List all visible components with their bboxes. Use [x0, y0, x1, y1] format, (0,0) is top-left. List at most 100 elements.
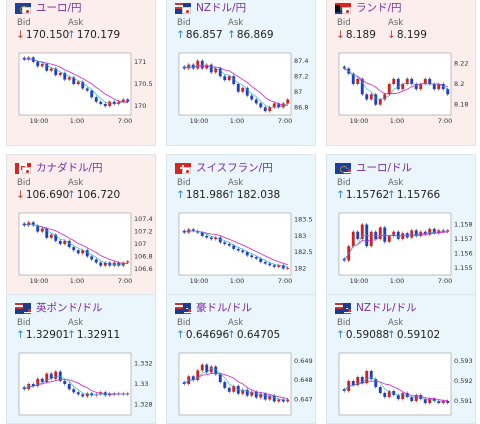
moving-average-short-line [344, 377, 448, 403]
candle-body [365, 371, 369, 383]
candle-body [272, 395, 276, 402]
chart-x-tick-label: 1:00 [70, 277, 85, 285]
pair-header[interactable]: ランド/円 [335, 1, 402, 15]
pair-name[interactable]: 豪ドル/ドル [196, 302, 253, 314]
bid-label: Bid [177, 18, 191, 28]
pair-header[interactable]: 豪ドル/ドル [175, 301, 252, 315]
candle-body [76, 250, 80, 254]
pair-name[interactable]: ユーロ/ドル [356, 162, 413, 174]
rate-card[interactable]: NZドル/円 Bid Ask ↑86.857 ↑86.869 87.4 87.2 87 86.8… [166, 0, 316, 146]
bid-price: ↑0.64696 [176, 329, 229, 341]
price-chart[interactable]: 1.332 1.33 1.328 [7, 345, 156, 424]
arrow-up-icon: ↑ [336, 189, 345, 201]
price-chart[interactable]: 87.4 87.2 87 86.8 19:00 1:00 7:00 [167, 45, 316, 135]
candle-body [360, 377, 364, 383]
candle-body [259, 393, 263, 398]
chart-y-tick-label: 107.4 [134, 215, 153, 223]
pair-header[interactable]: ユーロ/ドル [335, 161, 412, 175]
moving-average-line [184, 372, 288, 399]
rate-card[interactable]: カナダドル/円 Bid Ask ↓106.690 ↑106.720 107.4 107.2 1… [6, 154, 156, 306]
arrow-down-icon: ↓ [387, 29, 396, 41]
candle-body [268, 107, 272, 112]
price-chart[interactable]: 107.4 107.2 107 106.8 106.6 19:00 1:00 7:00 [7, 205, 156, 295]
candle-body [103, 103, 107, 107]
candle-body [218, 68, 222, 77]
pair-name[interactable]: NZドル/円 [196, 2, 247, 14]
candle-body [254, 99, 258, 104]
ask-label: Ask [388, 178, 404, 188]
ask-label: Ask [68, 18, 84, 28]
ask-price: ↑0.59102 [387, 329, 440, 341]
rate-card[interactable]: ユーロ/ドル Bid Ask ↑1.15762 ↑1.15766 1.158 1.157 1.… [326, 154, 476, 306]
candle-body [245, 389, 249, 396]
candle-body [126, 99, 130, 102]
candle-body [49, 373, 53, 379]
candle-body [196, 370, 200, 381]
price-chart[interactable]: 183.5 183 182.5 182 19:00 1:00 7:00 [167, 205, 316, 295]
candle-body [351, 231, 355, 247]
pair-name[interactable]: 英ポンド/ドル [36, 302, 103, 314]
pair-header[interactable]: スイスフラン/円 [175, 161, 273, 175]
candle-body [396, 78, 400, 90]
price-chart[interactable]: 0.649 0.648 0.647 [167, 345, 316, 424]
price-chart[interactable]: 171 170.5 170 19:00 1:00 7:00 [7, 45, 156, 135]
chart-x-tick-label: 7:00 [438, 277, 453, 285]
candle-body [209, 64, 213, 73]
eu-us-flag [335, 162, 351, 174]
candle-body [254, 257, 258, 259]
bid-value: 181.986 [185, 189, 230, 201]
price-chart[interactable]: 1.158 1.157 1.156 1.155 19:00 1:00 7:00 [327, 205, 476, 295]
ask-price: ↑86.869 [227, 29, 274, 41]
chart-x-tick-label: 7:00 [118, 277, 133, 285]
moving-average-short-line [24, 58, 128, 105]
candle-body [182, 382, 186, 384]
bid-label: Bid [337, 178, 351, 188]
bid-value: 1.32901 [25, 329, 70, 341]
ask-value: 0.59102 [396, 329, 441, 341]
pair-header[interactable]: ユーロ/円 [15, 1, 82, 15]
pair-header[interactable]: カナダドル/円 [15, 161, 103, 175]
rate-card[interactable]: 英ポンド/ドル Bid Ask ↑1.32901 ↑1.32911 1.332 1.33 1.… [6, 294, 156, 424]
ask-price: ↓8.199 [387, 29, 427, 41]
candle-body [36, 378, 40, 387]
rate-card[interactable]: スイスフラン/円 Bid Ask ↑181.986 ↑182.038 183.5 183 18… [166, 154, 316, 306]
arrow-up-icon: ↑ [16, 329, 25, 341]
candle-body [72, 77, 76, 84]
chart-y-tick-label: 87 [294, 88, 302, 96]
candle-body [54, 234, 58, 241]
rate-card[interactable]: ランド/円 Bid Ask ↓8.189 ↓8.199 8.22 8.2 8.18 19:00 1… [326, 0, 476, 146]
candle-body [200, 232, 204, 236]
price-chart[interactable]: 0.593 0.592 0.591 [327, 345, 476, 424]
candle-body [214, 237, 218, 240]
price-chart[interactable]: 8.22 8.2 8.18 19:00 1:00 7:00 [327, 45, 476, 135]
candle-body [22, 223, 26, 226]
chart-plot-area [18, 212, 132, 276]
pair-name[interactable]: NZドル/ドル [356, 302, 417, 314]
rate-card[interactable]: 豪ドル/ドル Bid Ask ↑0.64696 ↑0.64705 0.649 0.648 0.… [166, 294, 316, 424]
pair-name[interactable]: スイスフラン/円 [196, 162, 273, 174]
candle-body [432, 399, 436, 401]
pair-header[interactable]: NZドル/円 [175, 1, 246, 15]
candle-body [387, 391, 391, 397]
pair-header[interactable]: NZドル/ドル [335, 301, 417, 315]
bid-label: Bid [337, 318, 351, 328]
eu-jp-flag [15, 2, 31, 14]
ask-label: Ask [68, 318, 84, 328]
candle-body [196, 60, 200, 69]
arrow-up-icon: ↑ [387, 189, 396, 201]
candle-body [99, 101, 103, 104]
rate-card[interactable]: ユーロ/円 Bid Ask ↓170.150 ↑170.179 171 170.5 170 19… [6, 0, 156, 146]
pair-header[interactable]: 英ポンド/ドル [15, 301, 103, 315]
chart-y-tick-label: 182.5 [294, 248, 313, 256]
za-jp-flag [335, 2, 351, 14]
chart-y-tick-label: 107.2 [134, 228, 153, 236]
rate-card[interactable]: NZドル/ドル Bid Ask ↑0.59088 ↑0.59102 0.593 0.592 0… [326, 294, 476, 424]
pair-name[interactable]: カナダドル/円 [36, 162, 103, 174]
pair-name[interactable]: ユーロ/円 [36, 2, 82, 14]
pair-name[interactable]: ランド/円 [356, 2, 402, 14]
candle-body [191, 376, 195, 381]
candle-body [268, 263, 272, 266]
ask-value: 182.038 [236, 189, 281, 201]
candle-body [414, 230, 418, 237]
arrow-up-icon: ↑ [227, 189, 236, 201]
